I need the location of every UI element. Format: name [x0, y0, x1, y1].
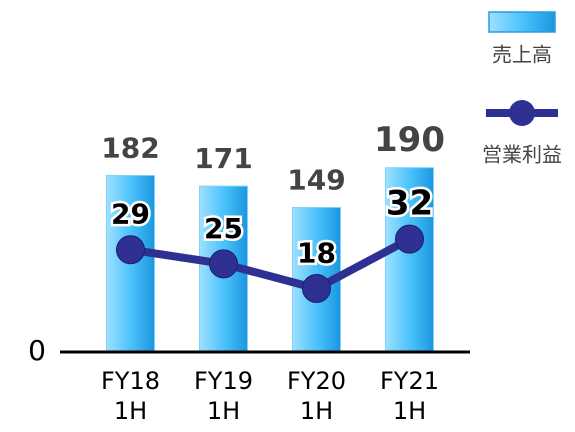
line-value-label: 25 [204, 212, 243, 245]
bar-value-label: 190 [374, 120, 445, 160]
line-value-label: 29 [111, 198, 150, 231]
line [129, 235, 412, 293]
line-point [116, 235, 145, 265]
bar-value-label: 182 [101, 131, 159, 164]
bar-value-label: 149 [287, 163, 345, 196]
x-tick-label: FY21 1H [379, 367, 439, 425]
legend-label: 営業利益 [482, 143, 562, 167]
legend-marker [509, 100, 535, 126]
x-tick-label: FY19 1H [193, 367, 253, 425]
legend-swatch [488, 11, 556, 33]
line-point [395, 224, 424, 254]
y-tick-label: 0 [28, 334, 46, 367]
line-point [209, 249, 238, 279]
legend-label: 売上高 [492, 43, 552, 67]
line-value-label: 32 [386, 184, 433, 224]
line-point [302, 274, 331, 304]
line-value-label: 18 [297, 237, 336, 270]
x-tick-label: FY18 1H [100, 367, 160, 425]
bar-value-label: 171 [194, 142, 252, 175]
x-tick-label: FY20 1H [286, 367, 346, 425]
